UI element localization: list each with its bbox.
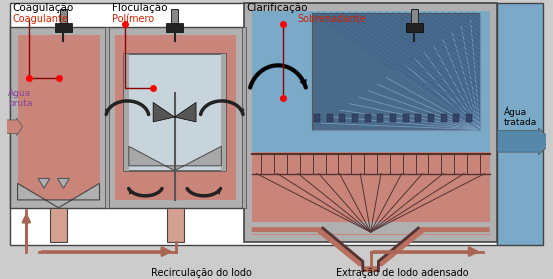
Bar — [244, 3, 497, 242]
Polygon shape — [38, 179, 50, 188]
Text: Polímero: Polímero — [112, 14, 154, 24]
FancyArrow shape — [497, 128, 553, 155]
Bar — [314, 114, 320, 122]
Bar — [415, 114, 421, 122]
Bar — [10, 27, 107, 208]
Bar — [365, 114, 371, 122]
Bar — [466, 114, 472, 122]
Bar — [352, 114, 358, 122]
Bar — [171, 9, 179, 24]
Text: Recirculação do lodo: Recirculação do lodo — [152, 268, 252, 278]
Bar — [10, 3, 497, 245]
Bar — [107, 27, 244, 208]
Bar — [340, 114, 345, 122]
Polygon shape — [252, 227, 489, 276]
Text: Coagulante: Coagulante — [13, 14, 69, 24]
Bar — [124, 54, 129, 171]
Text: Clarificação: Clarificação — [247, 3, 308, 13]
Bar — [403, 114, 409, 122]
Text: Coagulação: Coagulação — [13, 3, 74, 13]
Bar — [115, 35, 236, 200]
Polygon shape — [153, 102, 175, 122]
Bar — [252, 152, 489, 235]
Polygon shape — [175, 102, 196, 122]
Bar — [378, 114, 383, 122]
Bar — [167, 208, 184, 242]
Text: Água
tratada: Água tratada — [504, 107, 538, 128]
Bar — [106, 27, 109, 208]
Bar — [327, 114, 332, 122]
Bar — [390, 114, 396, 122]
Bar — [55, 23, 72, 32]
Polygon shape — [58, 179, 69, 188]
Bar — [242, 27, 246, 208]
Bar — [18, 35, 100, 200]
Bar — [312, 13, 480, 130]
Text: Água
bruta: Água bruta — [8, 87, 32, 108]
Text: Sobrenadante: Sobrenadante — [298, 14, 366, 24]
Bar — [124, 54, 226, 171]
Bar — [252, 11, 489, 152]
FancyArrow shape — [5, 118, 23, 136]
Bar — [60, 9, 67, 24]
Bar — [221, 54, 226, 171]
Polygon shape — [129, 146, 221, 171]
Bar — [252, 222, 489, 234]
Bar — [410, 9, 419, 24]
Bar — [428, 114, 434, 122]
Text: Extração de lodo adensado: Extração de lodo adensado — [336, 268, 468, 278]
Text: Floculação: Floculação — [112, 3, 168, 13]
Bar — [166, 23, 184, 32]
Polygon shape — [18, 183, 100, 208]
Bar — [406, 23, 423, 32]
Bar — [453, 114, 460, 122]
Bar — [441, 114, 447, 122]
Bar — [50, 208, 67, 242]
Bar — [497, 3, 543, 245]
